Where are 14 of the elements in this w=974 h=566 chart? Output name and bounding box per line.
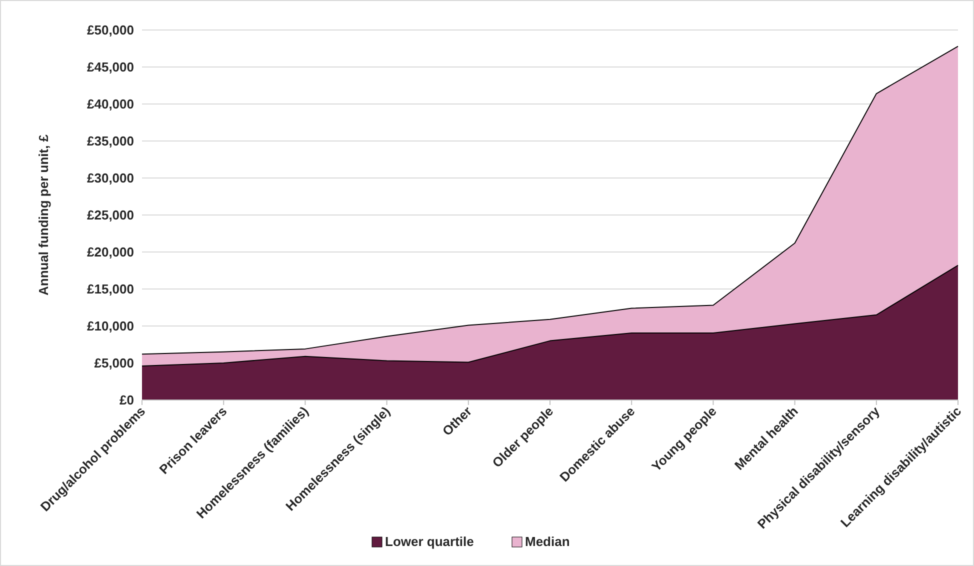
y-tick-label: £35,000	[87, 134, 134, 149]
y-tick-label: £10,000	[87, 318, 134, 334]
y-tick-label: £45,000	[87, 60, 134, 75]
legend-label: Lower quartile	[385, 534, 474, 549]
y-tick-label: £5,000	[94, 356, 134, 371]
y-tick-label: £0	[120, 392, 134, 408]
y-tick-label: £25,000	[87, 208, 134, 223]
y-tick-label: £20,000	[87, 244, 134, 260]
y-tick-label: £15,000	[87, 282, 134, 297]
y-tick-label: £50,000	[87, 22, 134, 38]
y-axis-title: Annual funding per unit, £	[36, 134, 51, 296]
y-tick-label: £30,000	[87, 170, 134, 186]
y-tick-label: £40,000	[87, 96, 134, 112]
legend-label: Median	[525, 534, 570, 549]
